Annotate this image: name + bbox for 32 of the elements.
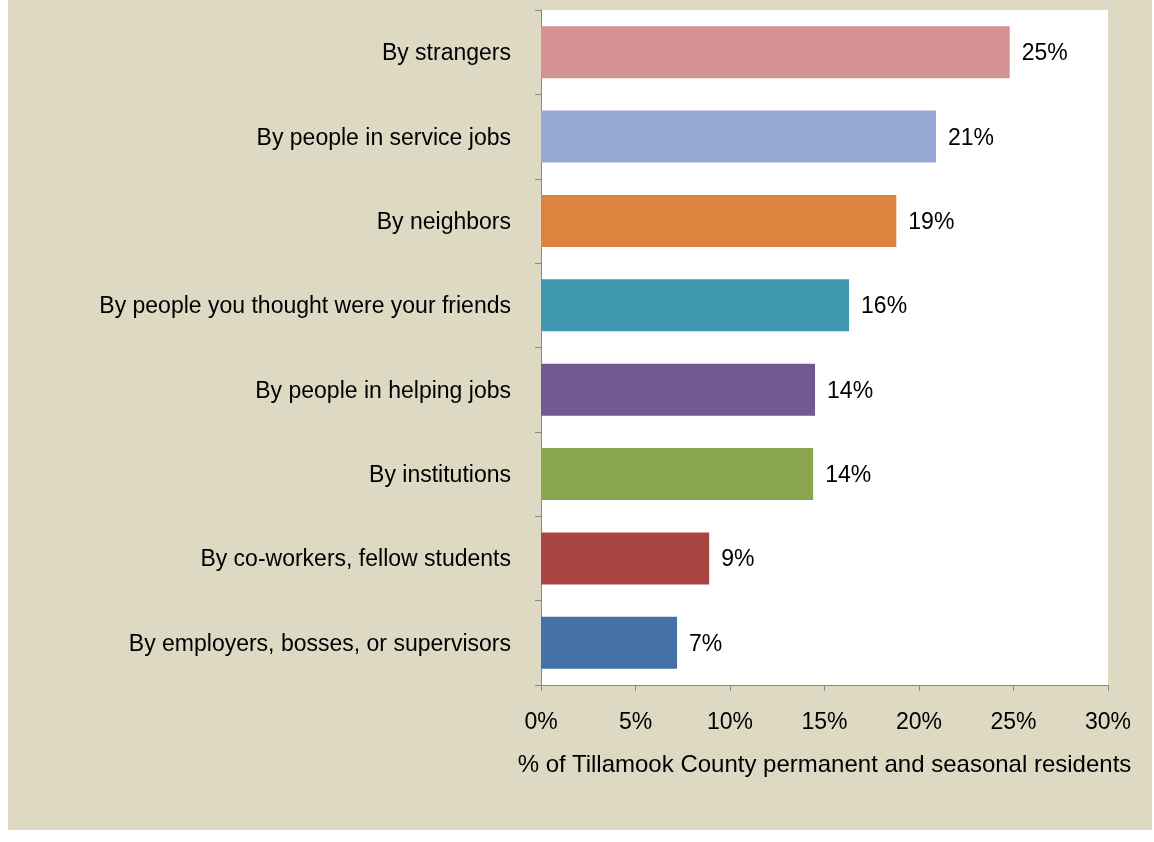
bar — [541, 448, 814, 501]
x-tick-label: 25% — [990, 707, 1037, 734]
data-label: 25% — [1021, 39, 1068, 66]
data-label: 16% — [861, 292, 908, 319]
data-label: 14% — [825, 461, 872, 488]
y-tick-label: By people you thought were your friends — [99, 292, 511, 319]
data-label: 9% — [721, 545, 755, 572]
data-label: 19% — [908, 207, 955, 234]
x-tick-label: 0% — [524, 707, 558, 734]
bar — [541, 194, 897, 247]
bar — [541, 279, 850, 332]
x-tick-label: 5% — [618, 707, 653, 734]
bar — [541, 110, 937, 163]
y-tick-label: By people in service jobs — [256, 123, 511, 150]
y-tick-label: By neighbors — [376, 207, 511, 234]
bar — [541, 26, 1010, 79]
y-tick-label: By people in helping jobs — [255, 376, 511, 403]
data-label: 21% — [948, 123, 995, 150]
x-tick-label: 20% — [895, 707, 943, 734]
y-tick-label: By co-workers, fellow students — [200, 545, 511, 572]
x-tick-label: 30% — [1084, 707, 1132, 734]
x-tick-label: 15% — [801, 707, 848, 734]
x-axis-title: % of Tillamook County permanent and seasonal residents — [517, 749, 1132, 777]
bar — [541, 532, 710, 585]
x-tick-label: 10% — [706, 707, 754, 734]
y-tick-label: By strangers — [381, 39, 511, 66]
data-label: 7% — [689, 629, 723, 656]
y-tick-label: By employers, bosses, or supervisors — [128, 629, 511, 656]
data-label: 14% — [827, 376, 874, 403]
bar — [541, 616, 678, 669]
y-tick-label: By institutions — [369, 461, 511, 488]
bar — [541, 363, 816, 416]
